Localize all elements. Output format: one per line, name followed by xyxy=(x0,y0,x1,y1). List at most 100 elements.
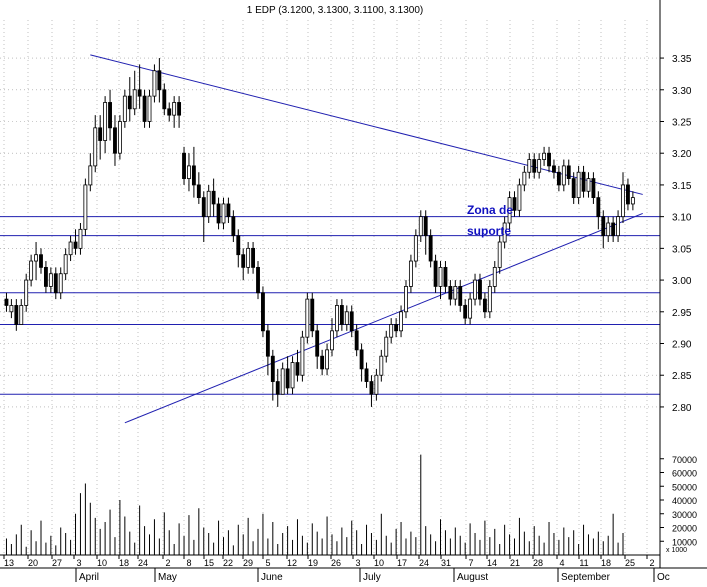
candle-down xyxy=(566,165,571,179)
candle-up xyxy=(522,171,527,186)
candle-up xyxy=(78,228,83,249)
month-label: July xyxy=(363,572,381,582)
date-tick-label: 19 xyxy=(308,558,318,568)
volume-tick-label: 20000 xyxy=(672,524,697,534)
candle-down xyxy=(601,216,606,237)
candle-down xyxy=(512,197,517,211)
candle-up xyxy=(63,254,68,275)
candle-up xyxy=(305,298,310,338)
month-label: September xyxy=(561,572,611,582)
candle-up xyxy=(221,203,226,224)
candle-up xyxy=(58,273,63,294)
date-tick-label: 20 xyxy=(28,558,38,568)
support-annotation-line-2: suporte xyxy=(467,224,511,238)
candle-down xyxy=(478,279,482,300)
month-label: Oc xyxy=(657,572,670,582)
candle-down xyxy=(556,171,561,186)
candle-down xyxy=(581,171,586,192)
candle-down xyxy=(182,152,186,179)
candle-down xyxy=(270,355,275,382)
candle-down xyxy=(162,89,167,110)
candle-down xyxy=(98,127,103,141)
month-label: August xyxy=(457,572,488,582)
candle-up xyxy=(537,159,542,173)
volume-tick-label: 70000 xyxy=(672,455,697,465)
date-tick-label: 8 xyxy=(186,558,191,568)
candle-up xyxy=(404,286,408,313)
candle-up xyxy=(330,330,334,351)
candle-down xyxy=(354,330,359,351)
candle-down xyxy=(359,349,364,370)
candle-down xyxy=(43,266,48,287)
candle-down xyxy=(369,381,374,395)
horizontal-levels xyxy=(0,216,660,395)
price-tick-label: 2.85 xyxy=(672,371,692,382)
candle-up xyxy=(630,197,635,205)
volume-tick-label: 30000 xyxy=(672,510,697,520)
candle-up xyxy=(379,355,384,376)
candle-up xyxy=(300,336,305,376)
candle-down xyxy=(547,152,551,167)
date-tick-label: 3 xyxy=(355,558,360,568)
date-tick-label: 28 xyxy=(533,558,543,568)
candle-down xyxy=(458,286,463,306)
price-tick-label: 3.05 xyxy=(672,244,692,255)
candle-up xyxy=(492,266,497,287)
date-tick-label: 27 xyxy=(52,558,62,568)
grid-layer xyxy=(0,20,660,555)
candle-up xyxy=(389,324,394,338)
candle-up xyxy=(374,374,379,395)
candle-up xyxy=(344,311,349,325)
candle-up xyxy=(48,273,53,287)
date-tick-label: 14 xyxy=(487,558,497,568)
candle-down xyxy=(157,70,162,91)
candle-up xyxy=(29,260,34,281)
candle-down xyxy=(251,247,256,268)
date-tick-label: 3 xyxy=(76,558,81,568)
month-label: May xyxy=(158,572,177,582)
date-tick-label: 29 xyxy=(243,558,253,568)
chart-title: 1 EDP (3.1200, 3.1300, 3.1100, 3.1300) xyxy=(247,5,423,16)
candle-down xyxy=(310,298,315,332)
date-tick-label: 12 xyxy=(287,558,297,568)
date-tick-label: 10 xyxy=(374,558,384,568)
candle-up xyxy=(418,216,423,237)
price-tick-label: 3.35 xyxy=(672,54,692,65)
candle-up xyxy=(280,368,285,395)
date-tick-label: 22 xyxy=(223,558,233,568)
candle-up xyxy=(438,266,443,287)
date-tick-label: 26 xyxy=(331,558,341,568)
candle-up xyxy=(187,165,191,179)
volume-tick-label: 40000 xyxy=(672,496,697,506)
candle-up xyxy=(152,70,157,97)
candle-up xyxy=(9,305,14,313)
volume-tick-label: 10000 xyxy=(672,537,697,547)
price-tick-label: 2.80 xyxy=(672,403,692,414)
candle-down xyxy=(532,159,537,173)
candle-down xyxy=(73,241,78,249)
candle-down xyxy=(113,127,117,154)
candle-up xyxy=(542,152,547,160)
candle-down xyxy=(394,324,399,332)
date-tick-label: 11 xyxy=(579,558,588,568)
candle-down xyxy=(231,216,236,237)
date-tick-label: 18 xyxy=(119,558,129,568)
volume-layer xyxy=(5,454,624,555)
price-tick-label: 3.10 xyxy=(672,213,692,224)
date-tick-label: 17 xyxy=(397,558,407,568)
candle-down xyxy=(191,165,196,186)
volume-tick-label: 60000 xyxy=(672,469,697,479)
candle-down xyxy=(137,89,142,97)
candle-up xyxy=(408,260,413,287)
candle-up xyxy=(88,165,93,186)
candle-up xyxy=(325,349,329,370)
candle-up xyxy=(335,305,339,332)
date-tick-label: 13 xyxy=(4,558,14,568)
candle-up xyxy=(468,298,473,319)
candle-up xyxy=(616,216,621,237)
candle-down xyxy=(226,203,231,218)
price-tick-label: 3.15 xyxy=(672,181,692,192)
candle-down xyxy=(285,368,290,389)
